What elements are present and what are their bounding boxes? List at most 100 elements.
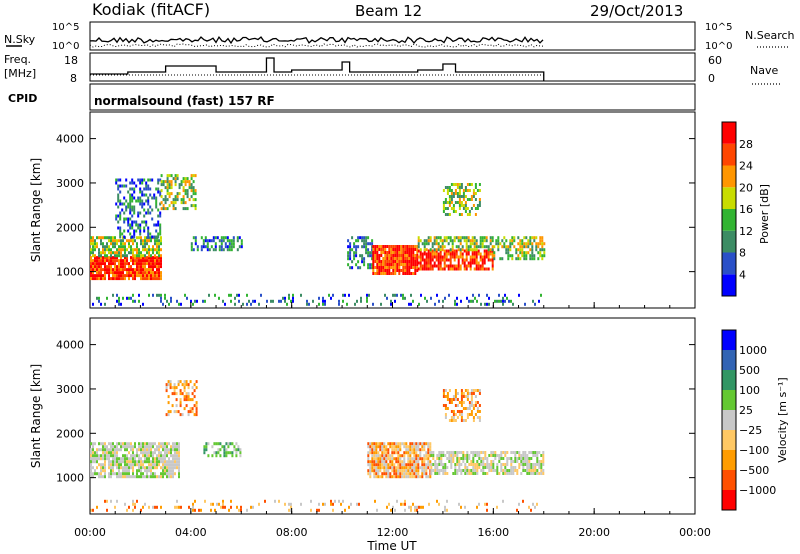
data-cell bbox=[394, 254, 397, 257]
data-cell bbox=[450, 419, 453, 422]
data-cell bbox=[470, 463, 473, 466]
data-cell bbox=[194, 299, 196, 303]
data-cell bbox=[125, 217, 128, 221]
data-cell bbox=[460, 469, 463, 472]
data-cell bbox=[509, 245, 512, 249]
data-cell bbox=[374, 248, 377, 251]
data-cell bbox=[383, 472, 386, 476]
data-cell bbox=[403, 463, 406, 467]
data-cell bbox=[517, 236, 520, 240]
data-cell bbox=[386, 251, 389, 254]
data-cell bbox=[382, 248, 385, 251]
data-cell bbox=[119, 226, 122, 230]
data-cell bbox=[476, 454, 479, 457]
data-cell bbox=[517, 254, 520, 258]
data-cell bbox=[375, 460, 378, 464]
data-cell bbox=[466, 469, 469, 472]
data-cell bbox=[393, 463, 396, 467]
data-cell bbox=[164, 201, 167, 205]
data-cell bbox=[510, 451, 513, 454]
data-cell bbox=[387, 442, 390, 446]
data-cell bbox=[120, 472, 122, 476]
data-cell bbox=[192, 174, 195, 178]
data-cell bbox=[154, 248, 156, 252]
data-cell bbox=[378, 272, 381, 275]
data-cell bbox=[124, 254, 126, 258]
data-cell bbox=[425, 457, 428, 461]
data-cell bbox=[460, 410, 463, 413]
data-cell bbox=[122, 245, 124, 249]
data-cell bbox=[436, 293, 438, 297]
data-cell bbox=[104, 469, 106, 473]
data-cell bbox=[477, 267, 480, 271]
data-cell bbox=[449, 239, 452, 243]
data-cell bbox=[533, 257, 536, 261]
data-cell bbox=[525, 242, 528, 246]
data-cell bbox=[436, 469, 439, 472]
data-cell bbox=[511, 242, 514, 246]
data-cell bbox=[351, 260, 354, 264]
data-cell bbox=[356, 502, 358, 506]
data-cell bbox=[372, 260, 375, 263]
data-cell bbox=[460, 201, 463, 204]
data-cell bbox=[174, 183, 177, 187]
data-cell bbox=[520, 457, 523, 460]
data-cell bbox=[148, 448, 150, 452]
data-cell bbox=[386, 272, 389, 275]
data-cell bbox=[116, 277, 118, 281]
data-cell bbox=[470, 198, 473, 201]
data-cell bbox=[450, 195, 453, 198]
data-cell bbox=[491, 267, 494, 271]
data-cell bbox=[186, 177, 189, 181]
data-cell bbox=[396, 248, 399, 251]
data-cell bbox=[385, 448, 388, 452]
data-cell bbox=[474, 454, 477, 457]
data-cell bbox=[136, 256, 138, 260]
data-cell bbox=[117, 193, 120, 197]
data-cell bbox=[187, 410, 190, 414]
data-cell bbox=[124, 265, 126, 269]
data-cell bbox=[438, 472, 441, 475]
data-cell bbox=[145, 184, 148, 188]
data-cell bbox=[110, 463, 112, 467]
data-cell bbox=[218, 239, 221, 243]
data-cell bbox=[539, 242, 542, 246]
data-cell bbox=[174, 442, 176, 446]
data-cell bbox=[466, 413, 469, 416]
data-cell bbox=[150, 475, 152, 479]
data-cell bbox=[402, 502, 404, 506]
data-cell bbox=[180, 302, 182, 306]
data-cell bbox=[444, 469, 447, 472]
data-cell bbox=[520, 463, 523, 466]
data-cell bbox=[515, 248, 518, 252]
velocity-colorbar-segment bbox=[722, 330, 736, 350]
data-cell bbox=[160, 274, 162, 278]
data-cell bbox=[104, 277, 106, 281]
data-cell bbox=[158, 254, 160, 258]
data-cell bbox=[124, 277, 126, 281]
data-cell bbox=[441, 267, 444, 271]
data-cell bbox=[480, 460, 483, 463]
data-cell bbox=[395, 442, 398, 446]
data-cell bbox=[475, 255, 478, 259]
data-cell bbox=[140, 463, 142, 467]
data-cell bbox=[491, 248, 494, 252]
data-cell bbox=[349, 251, 352, 255]
data-cell bbox=[175, 410, 178, 414]
data-cell bbox=[141, 190, 144, 194]
data-cell bbox=[404, 502, 406, 506]
data-cell bbox=[149, 211, 152, 215]
data-cell bbox=[240, 505, 242, 509]
data-cell bbox=[539, 236, 542, 240]
data-cell bbox=[192, 198, 195, 202]
data-cell bbox=[489, 242, 492, 246]
data-cell bbox=[423, 239, 426, 243]
data-cell bbox=[539, 251, 542, 255]
data-cell bbox=[375, 469, 378, 473]
data-cell bbox=[92, 236, 94, 240]
data-cell bbox=[110, 251, 112, 255]
data-cell bbox=[120, 256, 122, 260]
data-cell bbox=[152, 505, 154, 509]
data-cell bbox=[470, 472, 473, 475]
data-cell bbox=[371, 239, 374, 243]
